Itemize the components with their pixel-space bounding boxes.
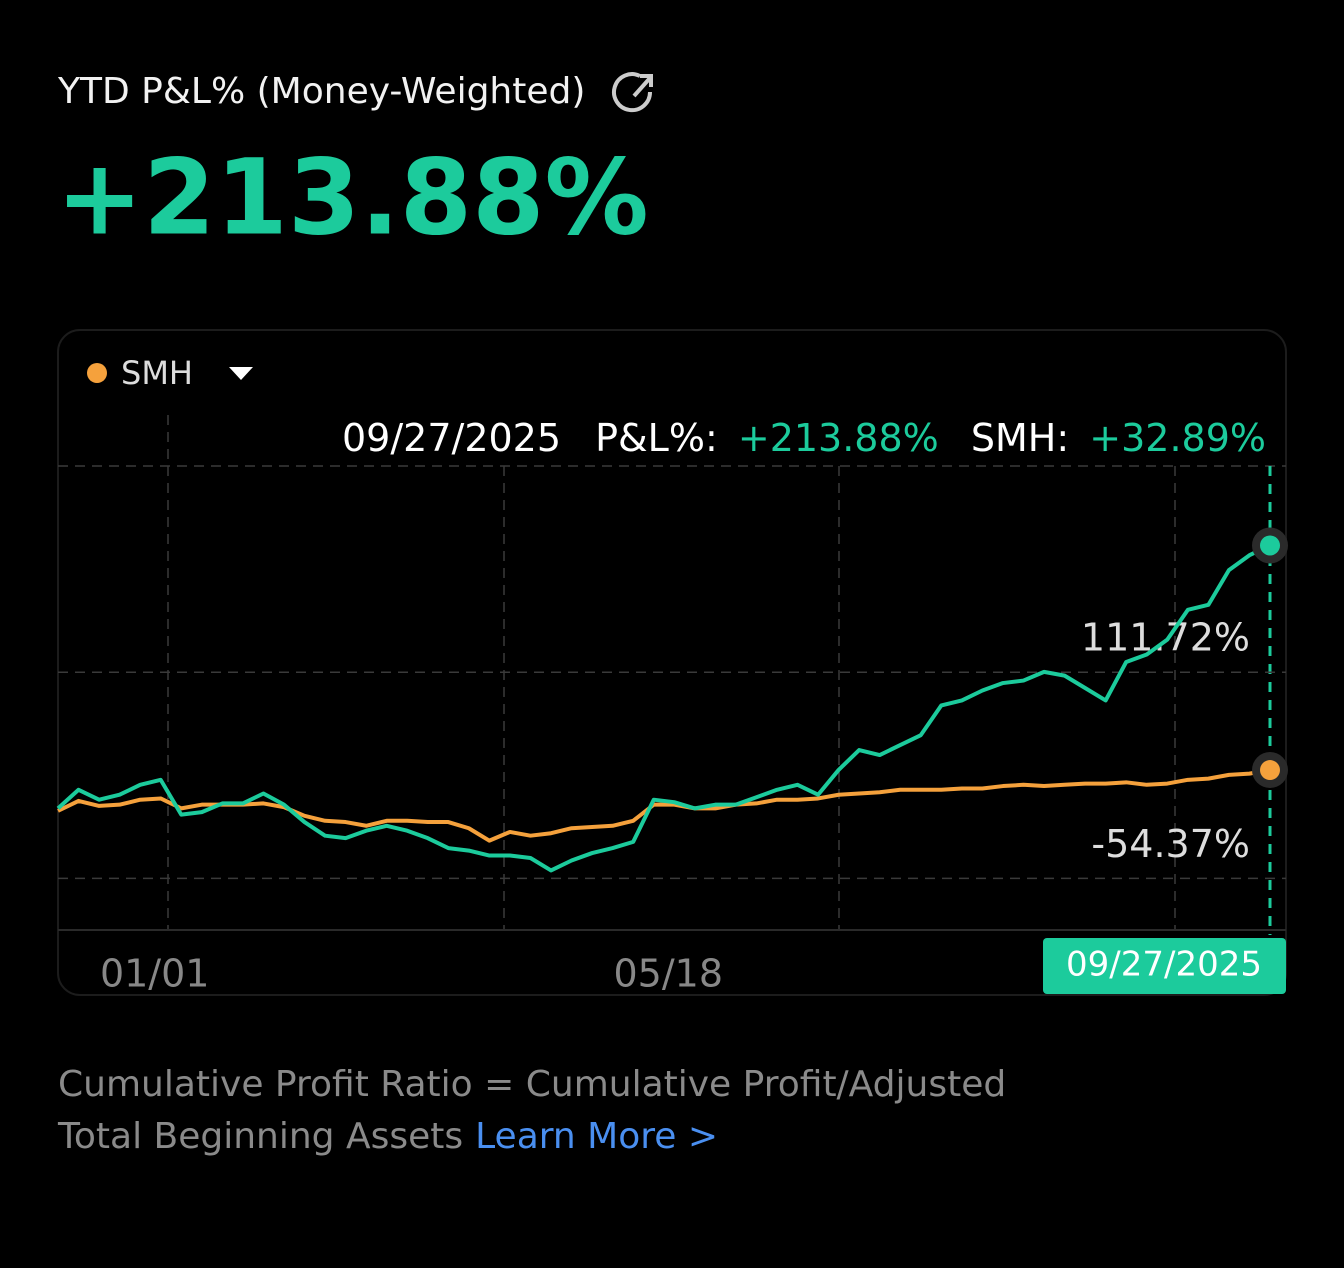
- tooltip: 09/27/2025 P&L%: +213.88% SMH: +32.89%: [342, 416, 1266, 460]
- share-icon[interactable]: [612, 72, 653, 113]
- chart-card: [57, 329, 1287, 996]
- plot: 111.72% -54.37% 01/01 05/18 09/27/2025: [56, 527, 1288, 996]
- footer-line: Total Beginning Assets: [57, 1116, 463, 1157]
- title: YTD P&L% (Money-Weighted): [57, 71, 585, 112]
- y-tick-label: 111.72%: [1081, 616, 1250, 660]
- x-tick-label: 05/18: [614, 952, 724, 996]
- footer-line: Cumulative Profit Ratio = Cumulative Pro…: [58, 1064, 1006, 1105]
- x-tick-label: 09/27/2025: [1066, 945, 1262, 985]
- legend-label[interactable]: SMH: [121, 354, 193, 392]
- tooltip-smh-value: +32.89%: [1089, 416, 1266, 460]
- series-line: [56, 543, 1271, 873]
- series-line: [57, 768, 1271, 843]
- learn-more[interactable]: Learn More >: [475, 1116, 718, 1157]
- x-highlight-box: [1043, 938, 1286, 994]
- tooltip-pl-label: P&L%:: [595, 416, 718, 460]
- footer-note: Cumulative Profit Ratio = Cumulative Pro…: [57, 1064, 1006, 1157]
- dropdown-arrow[interactable]: [229, 367, 253, 380]
- legend-dot: [87, 363, 107, 383]
- end-dot: [1260, 535, 1280, 556]
- tooltip-smh-label: SMH:: [971, 416, 1069, 460]
- tooltip-date: 09/27/2025: [342, 416, 561, 460]
- headline-value: +213.88%: [56, 136, 649, 258]
- end-dot: [1260, 760, 1280, 781]
- x-tick-label: 01/01: [100, 952, 210, 996]
- y-tick-label: -54.37%: [1091, 822, 1250, 866]
- tooltip-pl-value: +213.88%: [738, 416, 939, 460]
